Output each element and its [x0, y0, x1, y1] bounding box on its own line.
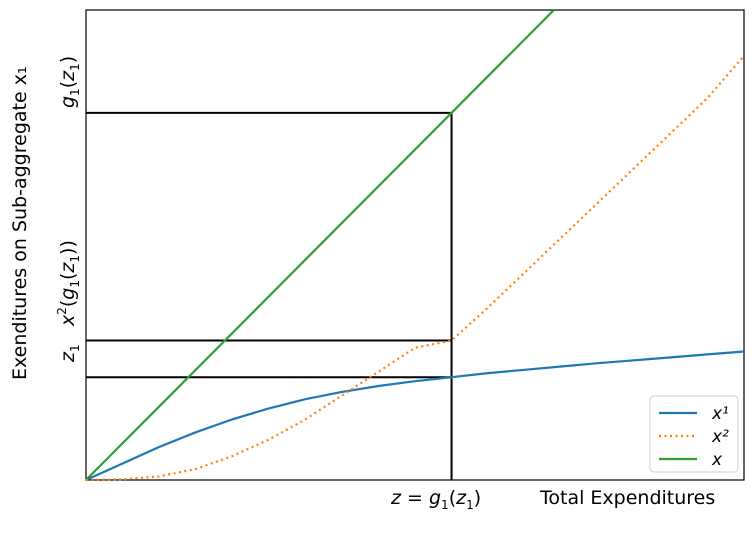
y-tick-label-g1z1: g1(z1)	[57, 56, 82, 108]
y-tick-label-z1: z1	[57, 344, 82, 363]
series-line-x	[85, 9, 555, 481]
reference-lines	[86, 111, 453, 480]
legend-label-1: x²	[711, 427, 729, 447]
y-axis-label: Exenditures on Sub-aggregate x₁	[9, 66, 31, 380]
series-layer	[85, 9, 745, 482]
y-tick-label-x2: x2(g1(z1))	[55, 240, 82, 327]
x-tick-label-z: z = g1(z1)	[390, 487, 481, 512]
legend: x¹ x² x	[649, 395, 739, 473]
series-line-x2	[85, 55, 745, 482]
series-line-x1	[85, 350, 745, 482]
x-axis-label: Total Expenditures	[539, 487, 715, 509]
legend-label-0: x¹	[711, 404, 729, 424]
legend-label-2: x	[711, 450, 723, 470]
plot-area	[85, 9, 745, 481]
legend-box	[649, 395, 739, 473]
